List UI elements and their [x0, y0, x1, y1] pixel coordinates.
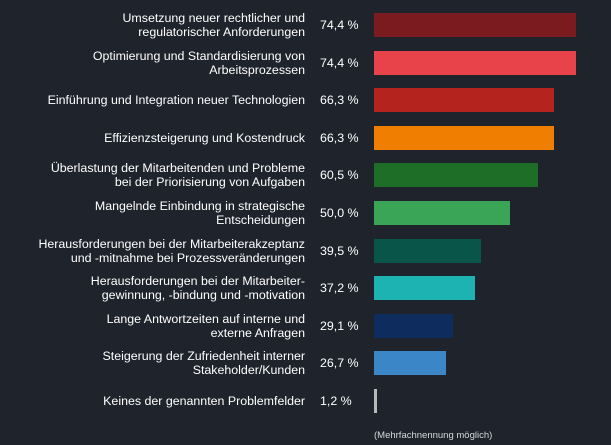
category-label-line: Lange Antwortzeiten auf interne und [106, 311, 305, 326]
data-label: 39,5 % [320, 243, 359, 258]
category-label: Keines der genannten Problemfelder [5, 384, 305, 418]
category-label: Optimierung und Standardisierung von Arbe… [5, 46, 305, 80]
category-label-line: Steigerung der Zufriedenheit interner [102, 349, 305, 364]
chart-row: Mangelnde Einbindung in strategische Ents… [0, 196, 611, 230]
category-label-line: und -mitnahme bei Prozessveränderungen [70, 250, 305, 265]
category-label: Herausforderungen bei der Mitarbeiter-ge… [5, 271, 305, 305]
category-label-line: externe Anfragen [210, 325, 305, 340]
chart-row: Effizienzsteigerung und Kostendruck 66,3 … [0, 121, 611, 155]
data-label: 60,5 % [320, 168, 359, 183]
bar [374, 125, 554, 150]
bar [374, 163, 539, 188]
chart-row: Überlastung der Mitarbeitenden und Probl… [0, 158, 611, 192]
data-label: 74,4 % [320, 18, 359, 32]
category-label: Lange Antwortzeiten auf interne und exter… [5, 309, 305, 343]
category-label-line: bei der Priorisierung von Aufgaben [114, 175, 305, 190]
chart-row: Umsetzung neuer rechtlicher und regulator… [0, 8, 611, 42]
category-label-line: Mangelnde Einbindung in strategische [94, 199, 305, 213]
category-label-line: Einführung und Integration neuer Technol… [47, 93, 305, 108]
category-label: Einführung und Integration neuer Technol… [5, 83, 305, 117]
data-label: 1,2 % [320, 394, 352, 408]
chart-row: Herausforderungen bei der Mitarbeiterakz… [0, 234, 611, 268]
category-label: Steigerung der Zufriedenheit interner Sta… [5, 346, 305, 380]
data-label: 37,2 % [320, 281, 359, 296]
chart-row: Lange Antwortzeiten auf interne und exter… [0, 309, 611, 343]
chart-row: Optimierung und Standardisierung von Arbe… [0, 46, 611, 80]
data-label: 26,7 % [320, 356, 359, 371]
data-label: 50,0 % [320, 206, 359, 220]
category-label-line: Entscheidungen [216, 213, 305, 227]
category-label-line: regulatorischer Anforderungen [138, 25, 305, 39]
bar [374, 201, 510, 225]
data-label: 66,3 % [320, 93, 359, 108]
category-label-line: Effizienzsteigerung und Kostendruck [104, 130, 305, 145]
category-label: Herausforderungen bei der Mitarbeiterakz… [5, 234, 305, 268]
category-label-line: Keines der genannten Problemfelder [103, 394, 305, 408]
bar [374, 351, 447, 376]
chart-row: Steigerung der Zufriedenheit interner Sta… [0, 346, 611, 380]
category-label-line: Optimierung und Standardisierung von [92, 48, 305, 63]
bar [374, 389, 378, 413]
bar [374, 276, 475, 301]
category-label-line: Herausforderungen bei der Mitarbeiterakz… [38, 236, 305, 251]
footnote: (Mehrfachnennung möglich) [374, 430, 493, 441]
category-label-line: Überlastung der Mitarbeitenden und Probl… [50, 161, 305, 176]
bar [374, 88, 554, 113]
category-label: Umsetzung neuer rechtlicher und regulator… [5, 8, 305, 42]
category-label: Effizienzsteigerung und Kostendruck [5, 121, 305, 155]
bar [374, 313, 453, 338]
bar [374, 13, 576, 37]
category-label-line: Umsetzung neuer rechtlicher und [122, 11, 305, 25]
chart-row: Herausforderungen bei der Mitarbeiter-ge… [0, 271, 611, 305]
data-label: 66,3 % [320, 130, 359, 145]
bar [374, 238, 482, 263]
category-label-line: gewinnung, -bindung und -motivation [101, 288, 305, 303]
bar [374, 50, 576, 75]
category-label-line: Herausforderungen bei der Mitarbeiter- [90, 274, 305, 289]
category-label: Überlastung der Mitarbeitenden und Probl… [5, 158, 305, 192]
category-label-line: Stakeholder/Kunden [192, 363, 305, 378]
category-label-line: Arbeitsprozessen [209, 62, 305, 77]
data-label: 29,1 % [320, 318, 359, 333]
chart-row: Einführung und Integration neuer Technol… [0, 83, 611, 117]
chart-row: Keines der genannten Problemfelder 1,2 % [0, 384, 611, 418]
category-label: Mangelnde Einbindung in strategische Ents… [5, 196, 305, 230]
data-label: 74,4 % [320, 55, 359, 70]
